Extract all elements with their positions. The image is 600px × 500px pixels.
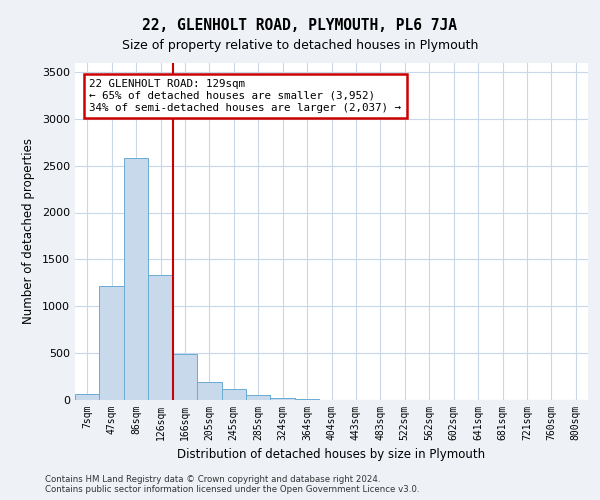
Bar: [173, 354, 197, 400]
Text: Contains HM Land Registry data © Crown copyright and database right 2024.: Contains HM Land Registry data © Crown c…: [45, 475, 380, 484]
Bar: [197, 382, 221, 400]
Bar: [246, 396, 271, 400]
Text: 22 GLENHOLT ROAD: 129sqm
← 65% of detached houses are smaller (3,952)
34% of sem: 22 GLENHOLT ROAD: 129sqm ← 65% of detach…: [89, 80, 401, 112]
Bar: [124, 158, 148, 400]
Bar: [271, 398, 295, 400]
Bar: [75, 394, 100, 400]
Bar: [295, 399, 319, 400]
X-axis label: Distribution of detached houses by size in Plymouth: Distribution of detached houses by size …: [178, 448, 485, 462]
Text: 22, GLENHOLT ROAD, PLYMOUTH, PL6 7JA: 22, GLENHOLT ROAD, PLYMOUTH, PL6 7JA: [143, 18, 458, 32]
Bar: [221, 389, 246, 400]
Bar: [100, 286, 124, 400]
Bar: [148, 276, 173, 400]
Text: Size of property relative to detached houses in Plymouth: Size of property relative to detached ho…: [122, 39, 478, 52]
Text: Contains public sector information licensed under the Open Government Licence v3: Contains public sector information licen…: [45, 484, 419, 494]
Y-axis label: Number of detached properties: Number of detached properties: [22, 138, 35, 324]
